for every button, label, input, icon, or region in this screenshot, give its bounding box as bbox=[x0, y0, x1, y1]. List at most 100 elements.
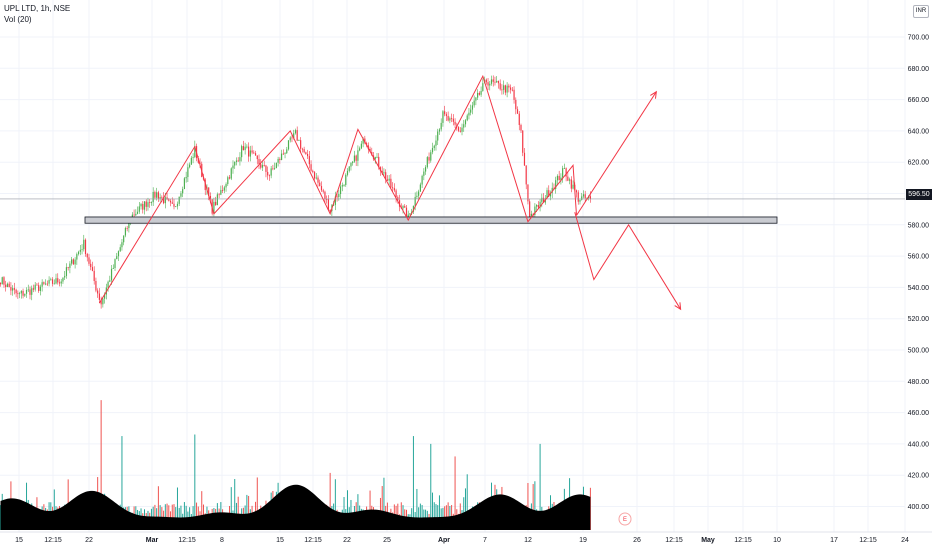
candle-body bbox=[376, 156, 378, 158]
candle-body bbox=[445, 114, 447, 116]
candle-body bbox=[150, 202, 153, 204]
candle-body bbox=[152, 191, 154, 203]
candle-body bbox=[348, 166, 350, 171]
candle-body bbox=[464, 120, 467, 125]
candle-body bbox=[475, 97, 477, 101]
candle-body bbox=[324, 191, 326, 200]
candle-body bbox=[123, 235, 125, 243]
time-tick-label: 10 bbox=[773, 537, 781, 544]
earnings-event-marker[interactable]: E bbox=[618, 512, 632, 526]
pattern-zigzag bbox=[98, 74, 578, 304]
time-tick-label: 17 bbox=[830, 537, 838, 544]
candle-body bbox=[277, 158, 279, 163]
candle-body bbox=[244, 146, 246, 151]
candle-body bbox=[306, 154, 309, 157]
candle-body bbox=[470, 109, 472, 113]
candle-body bbox=[97, 290, 99, 294]
candle-body bbox=[319, 182, 321, 187]
candle-body bbox=[265, 165, 267, 172]
candle-body bbox=[241, 146, 243, 158]
candle-body bbox=[418, 191, 420, 196]
candle-body bbox=[542, 197, 545, 203]
candle-body bbox=[338, 194, 340, 198]
candle-body bbox=[555, 180, 557, 189]
candle-body bbox=[447, 115, 449, 121]
candle-body bbox=[416, 195, 418, 197]
candle-body bbox=[230, 168, 232, 179]
candle-body bbox=[305, 152, 307, 155]
volume-pane bbox=[0, 400, 591, 530]
candle-body bbox=[343, 184, 345, 186]
candle-body bbox=[272, 168, 274, 170]
candle-body bbox=[107, 281, 109, 288]
candle-body bbox=[431, 147, 434, 153]
candle-body bbox=[67, 267, 69, 268]
candle-body bbox=[440, 122, 442, 130]
candle-body bbox=[489, 83, 491, 86]
time-tick-label: 8 bbox=[220, 537, 224, 544]
candle-body bbox=[572, 184, 574, 189]
candle-body bbox=[466, 115, 468, 121]
candle-body bbox=[562, 168, 564, 178]
price-axis[interactable]: 400.00 420.00 440.00 460.00 480.00 500.00 520.… bbox=[908, 35, 930, 512]
candle-body bbox=[334, 196, 336, 205]
price-tick-label: 400.00 bbox=[908, 504, 930, 511]
candle-body bbox=[93, 270, 95, 282]
candle-body bbox=[345, 174, 347, 185]
candle-body bbox=[280, 153, 283, 160]
candle-body bbox=[71, 259, 73, 264]
candle-body bbox=[286, 149, 288, 154]
candle-body bbox=[102, 298, 104, 305]
candle-body bbox=[315, 177, 317, 179]
candle-body bbox=[556, 175, 559, 181]
candle-body bbox=[430, 152, 432, 161]
candle-body bbox=[29, 289, 31, 295]
candle-body bbox=[567, 176, 569, 181]
candle-body bbox=[45, 283, 47, 285]
candle-body bbox=[390, 178, 392, 188]
candle-body bbox=[31, 288, 33, 295]
candle-body bbox=[79, 249, 81, 252]
candle-body bbox=[308, 156, 310, 165]
candle-body bbox=[421, 175, 423, 185]
candle-body bbox=[1, 277, 3, 285]
candle-body bbox=[166, 197, 168, 200]
candle-body bbox=[6, 283, 9, 287]
candle-body bbox=[58, 282, 61, 284]
candle-body bbox=[522, 130, 524, 153]
drawings[interactable] bbox=[0, 74, 905, 311]
candle-body bbox=[294, 130, 297, 134]
candle-body bbox=[558, 175, 560, 181]
candle-body bbox=[109, 280, 111, 282]
time-axis[interactable]: 15 12:15 22 Mar 12:15 8 15 12:15 22 25 Apr 7 12 19 26 1… bbox=[0, 531, 932, 544]
candle-body bbox=[433, 145, 435, 148]
candle-body bbox=[235, 160, 238, 162]
candle-body bbox=[178, 196, 180, 204]
candle-body bbox=[424, 167, 427, 172]
candle-body bbox=[570, 179, 572, 189]
candle-body bbox=[95, 281, 97, 291]
price-tick-label: 440.00 bbox=[908, 441, 930, 448]
candle-body bbox=[359, 148, 361, 151]
candle-body bbox=[589, 196, 591, 199]
candle-body bbox=[135, 213, 137, 216]
candle-body bbox=[293, 133, 295, 139]
symbol-legend[interactable]: UPL LTD, 1h, NSE bbox=[4, 4, 71, 13]
candle-body bbox=[336, 196, 338, 198]
candle-body bbox=[322, 190, 324, 192]
candle-body bbox=[116, 256, 118, 260]
candle-body bbox=[463, 124, 465, 128]
candle-body bbox=[327, 199, 330, 210]
candle-body bbox=[62, 277, 64, 282]
candle-body bbox=[275, 162, 277, 168]
candle-body bbox=[117, 251, 120, 257]
price-tick-label: 620.00 bbox=[908, 160, 930, 167]
grid bbox=[0, 0, 906, 532]
candle-body bbox=[492, 79, 494, 82]
currency-button[interactable]: INR bbox=[913, 5, 929, 18]
time-tick-label: Mar bbox=[146, 537, 159, 544]
candle-body bbox=[341, 185, 343, 187]
volume-legend[interactable]: Vol (20) bbox=[4, 15, 32, 24]
bearish-projection-arrow bbox=[574, 212, 682, 310]
